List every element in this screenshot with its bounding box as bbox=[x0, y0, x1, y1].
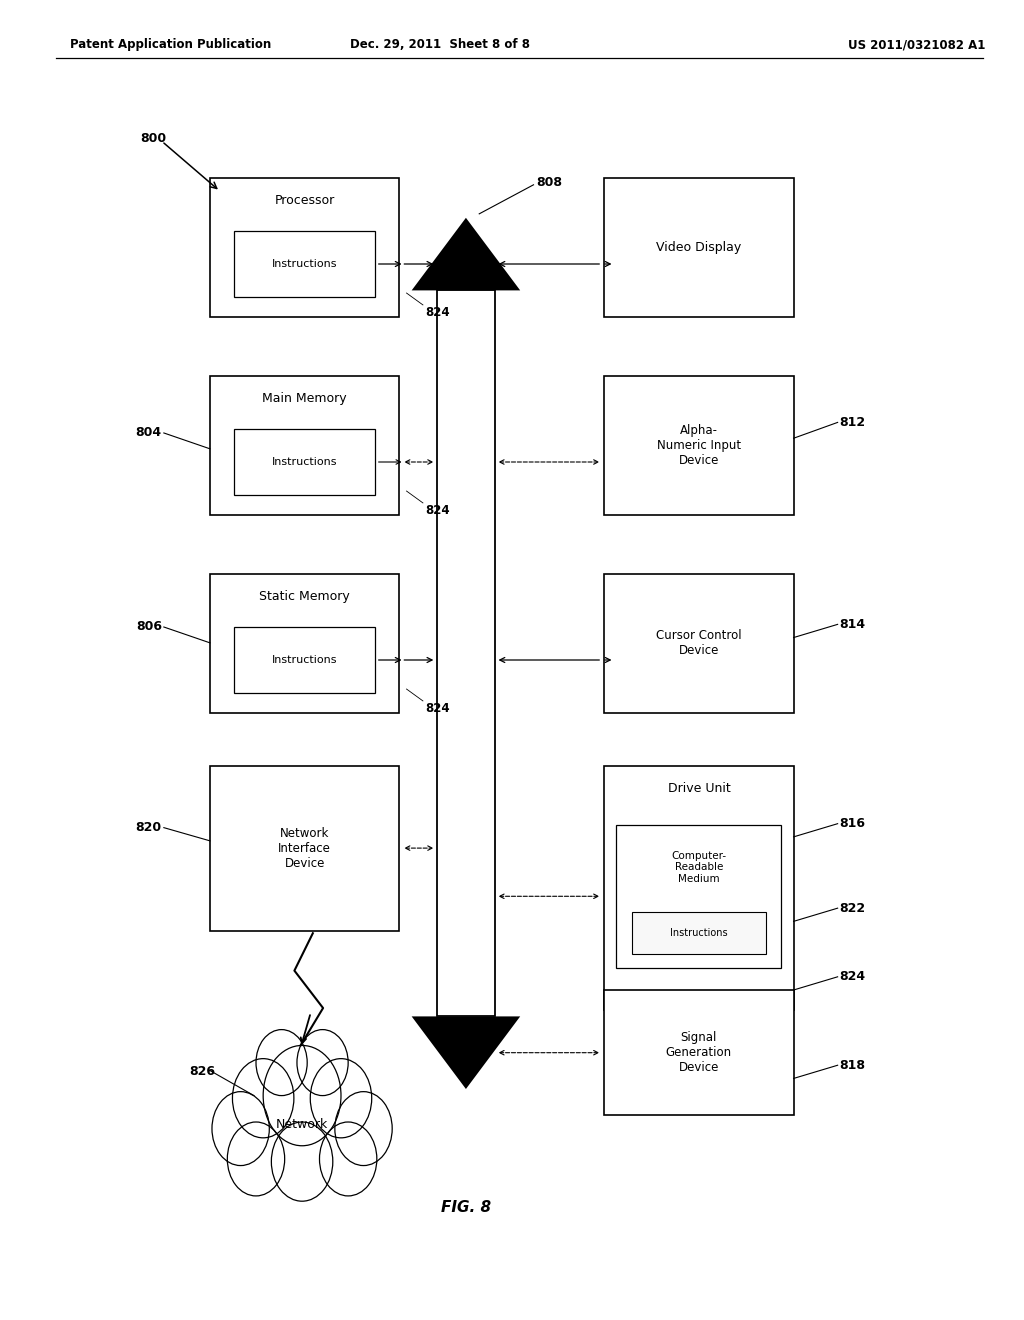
Text: 826: 826 bbox=[189, 1065, 215, 1078]
Text: 824: 824 bbox=[840, 970, 866, 983]
Text: US 2011/0321082 A1: US 2011/0321082 A1 bbox=[848, 38, 985, 51]
Bar bbox=[604, 574, 794, 713]
Bar bbox=[616, 825, 781, 968]
Circle shape bbox=[263, 1045, 341, 1146]
Text: 824: 824 bbox=[425, 702, 450, 715]
Text: Alpha-
Numeric Input
Device: Alpha- Numeric Input Device bbox=[656, 424, 741, 467]
Bar bbox=[210, 376, 399, 515]
Text: Cursor Control
Device: Cursor Control Device bbox=[656, 630, 741, 657]
Text: Instructions: Instructions bbox=[272, 457, 337, 467]
Text: 818: 818 bbox=[840, 1059, 865, 1072]
Bar bbox=[632, 912, 766, 954]
Text: Static Memory: Static Memory bbox=[259, 590, 350, 603]
Text: Network: Network bbox=[275, 1118, 329, 1131]
Circle shape bbox=[232, 1059, 294, 1138]
Text: Drive Unit: Drive Unit bbox=[668, 781, 730, 795]
Text: 800: 800 bbox=[140, 132, 167, 145]
Bar bbox=[234, 231, 375, 297]
Text: Signal
Generation
Device: Signal Generation Device bbox=[666, 1031, 732, 1074]
Text: Main Memory: Main Memory bbox=[262, 392, 347, 405]
Bar bbox=[604, 990, 794, 1115]
Text: 804: 804 bbox=[135, 426, 162, 440]
Text: Instructions: Instructions bbox=[272, 655, 337, 665]
Text: 814: 814 bbox=[840, 618, 866, 631]
Text: Instructions: Instructions bbox=[670, 928, 728, 939]
Text: 806: 806 bbox=[136, 620, 162, 634]
Text: Instructions: Instructions bbox=[272, 259, 337, 269]
Polygon shape bbox=[412, 1016, 520, 1089]
Bar bbox=[210, 766, 399, 931]
Circle shape bbox=[271, 1122, 333, 1201]
Text: Dec. 29, 2011  Sheet 8 of 8: Dec. 29, 2011 Sheet 8 of 8 bbox=[350, 38, 530, 51]
Text: 824: 824 bbox=[425, 306, 450, 319]
Bar bbox=[234, 627, 375, 693]
Text: 808: 808 bbox=[537, 176, 562, 189]
Text: 812: 812 bbox=[840, 416, 866, 429]
Text: 824: 824 bbox=[425, 504, 450, 517]
Circle shape bbox=[256, 1030, 307, 1096]
Bar bbox=[604, 178, 794, 317]
Circle shape bbox=[227, 1122, 285, 1196]
Circle shape bbox=[212, 1092, 269, 1166]
Text: FIG. 8: FIG. 8 bbox=[441, 1200, 490, 1216]
Text: 820: 820 bbox=[135, 821, 162, 834]
Text: Computer-
Readable
Medium: Computer- Readable Medium bbox=[672, 850, 726, 884]
Text: Processor: Processor bbox=[274, 194, 335, 207]
Text: Video Display: Video Display bbox=[656, 242, 741, 253]
Circle shape bbox=[297, 1030, 348, 1096]
Text: Network
Interface
Device: Network Interface Device bbox=[279, 826, 331, 870]
Bar bbox=[604, 766, 794, 1010]
Bar bbox=[210, 574, 399, 713]
Text: 816: 816 bbox=[840, 817, 865, 830]
Polygon shape bbox=[412, 218, 520, 290]
Circle shape bbox=[319, 1122, 377, 1196]
Text: 822: 822 bbox=[840, 902, 866, 915]
Text: Patent Application Publication: Patent Application Publication bbox=[70, 38, 271, 51]
Circle shape bbox=[335, 1092, 392, 1166]
Circle shape bbox=[310, 1059, 372, 1138]
Bar bbox=[437, 290, 495, 1016]
Bar bbox=[234, 429, 375, 495]
Bar bbox=[604, 376, 794, 515]
Bar bbox=[210, 178, 399, 317]
